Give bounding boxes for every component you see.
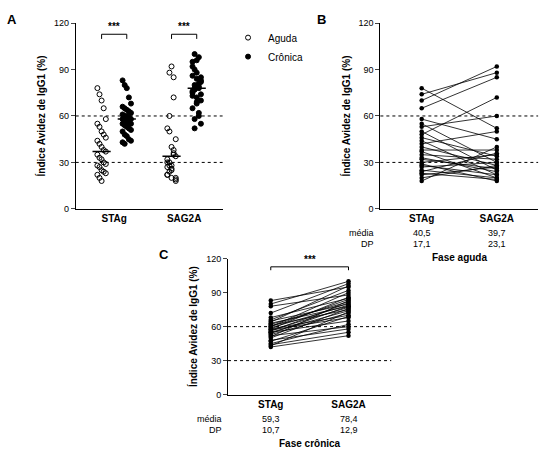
- svg-text:90: 90: [59, 65, 69, 75]
- svg-text:40,5: 40,5: [413, 228, 431, 238]
- svg-text:DP: DP: [361, 239, 374, 249]
- svg-text:30: 30: [59, 158, 69, 168]
- svg-text:C: C: [159, 247, 169, 262]
- svg-text:B: B: [317, 12, 326, 27]
- svg-text:média: média: [197, 414, 222, 424]
- svg-text:30: 30: [211, 356, 221, 366]
- svg-text:A: A: [7, 12, 17, 27]
- svg-text:60: 60: [211, 322, 221, 332]
- svg-text:Aguda: Aguda: [268, 33, 297, 44]
- svg-text:23,1: 23,1: [488, 239, 506, 249]
- svg-text:Índice Avidez de IgG1 (%): Índice Avidez de IgG1 (%): [340, 56, 352, 177]
- svg-text:Índice Avidez de IgG1 (%): Índice Avidez de IgG1 (%): [187, 266, 199, 387]
- svg-text:59,3: 59,3: [262, 414, 280, 424]
- svg-text:60: 60: [364, 111, 374, 121]
- svg-text:Fase aguda: Fase aguda: [432, 252, 487, 263]
- svg-text:média: média: [349, 228, 374, 238]
- svg-text:60: 60: [59, 111, 69, 121]
- svg-text:SAG2A: SAG2A: [331, 399, 365, 410]
- svg-text:DP: DP: [209, 425, 222, 435]
- svg-text:SAG2A: SAG2A: [167, 213, 201, 224]
- svg-text:90: 90: [364, 65, 374, 75]
- svg-text:***: ***: [304, 254, 316, 265]
- svg-text:Crônica: Crônica: [268, 52, 303, 63]
- svg-text:30: 30: [364, 158, 374, 168]
- svg-text:***: ***: [108, 21, 120, 32]
- svg-text:0: 0: [64, 204, 69, 214]
- svg-text:STAg: STAg: [102, 213, 127, 224]
- svg-text:39,7: 39,7: [488, 228, 506, 238]
- svg-text:0: 0: [216, 390, 221, 400]
- svg-text:12,9: 12,9: [340, 425, 358, 435]
- svg-text:***: ***: [178, 21, 190, 32]
- svg-text:120: 120: [54, 18, 69, 28]
- svg-text:STAg: STAg: [258, 399, 283, 410]
- svg-text:Fase crônica: Fase crônica: [279, 438, 341, 449]
- svg-text:120: 120: [359, 18, 374, 28]
- svg-text:78,4: 78,4: [340, 414, 358, 424]
- svg-text:17,1: 17,1: [413, 239, 431, 249]
- svg-text:SAG2A: SAG2A: [480, 213, 514, 224]
- svg-text:120: 120: [206, 254, 221, 264]
- svg-text:Índice Avidez de IgG1 (%): Índice Avidez de IgG1 (%): [35, 56, 47, 177]
- svg-text:0: 0: [369, 204, 374, 214]
- svg-text:10,7: 10,7: [262, 425, 280, 435]
- svg-text:90: 90: [211, 288, 221, 298]
- svg-text:STAg: STAg: [409, 213, 434, 224]
